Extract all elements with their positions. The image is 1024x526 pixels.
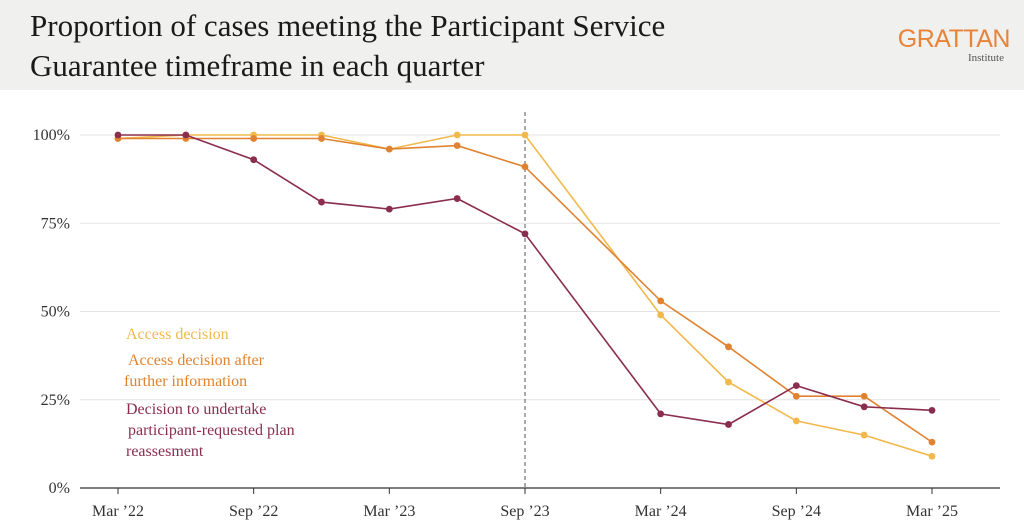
legend-line: participant-requested plan [128,422,295,439]
legend-item-2: Access decision after further information [124,352,265,390]
logo-sub-text: Institute [967,52,1004,64]
series-3-point [385,205,393,213]
series-1-point [521,131,529,139]
series-2-point [385,145,393,153]
legend-line: Access decision [126,326,229,343]
x-tick-label: Sep ’23 [500,503,549,520]
x-tick-label: Sep ’24 [772,503,821,520]
series-3-point [521,230,529,238]
series-2-point [860,392,868,400]
series-2-point [250,135,258,142]
x-axis: Mar ’22 Sep ’22 Mar ’23 Sep ’23 Mar ’24 Sep ’… [80,487,1000,520]
series-1-point [725,378,732,386]
title-line-1: Proportion of cases meeting the Particip… [30,8,666,43]
series-3-point [182,131,190,139]
series-3-point [792,382,800,390]
legend-line: Access decision after [128,352,265,369]
y-tick-label: 0% [49,480,70,497]
series-line-2 [118,137,933,443]
series-3-point [860,403,868,411]
series-1-point [657,311,665,319]
series-3-point [453,195,461,202]
series-group [114,131,936,460]
chart-title: Proportion of cases meeting the Particip… [30,6,850,86]
series-3-point [114,131,122,139]
series-2-point [453,142,461,149]
y-tick-label: 100% [33,127,70,144]
series-2-point [792,392,800,400]
grattan-logo: GRATTAN Institute [880,25,1011,64]
title-line-2: Guarantee timeframe in each quarter [30,48,485,83]
legend-line: Decision to undertake [126,401,266,418]
y-tick-label: 50% [41,304,70,321]
series-3-point [928,406,936,414]
line-chart: 0% 25% 50% 75% 100% Mar ’22 Sep ’22 Mar ’23 Sep… [33,112,1000,520]
series-3-point [657,410,665,418]
x-tick-label: Mar ’23 [363,503,415,520]
series-1-point [453,131,461,139]
x-tick-label: Mar ’24 [635,503,687,520]
series-1-point [928,452,936,460]
series-3-point [318,198,325,206]
series-3-point [725,421,732,428]
logo-main-text: GRATTAN [897,25,1011,53]
y-axis-ticks: 0% 25% 50% 75% 100% [33,127,70,497]
series-1-point [792,417,800,425]
y-tick-label: 75% [41,215,70,232]
legend-item-3: Decision to undertake participant-request… [126,401,295,460]
series-2-point [521,163,529,171]
legend-item-1: Access decision [126,326,229,343]
x-tick-label: Sep ’22 [229,503,278,520]
legend-line: further information [124,373,247,390]
x-tick-label: Mar ’25 [906,503,958,520]
series-2-point [318,135,325,142]
y-tick-label: 25% [41,392,70,409]
header: Proportion of cases meeting the Particip… [0,0,1024,90]
series-line-1 [117,134,933,457]
series-2-point [928,438,936,446]
legend: Access decision Access decision after furt… [124,326,295,460]
legend-line: reassesment [126,443,204,460]
series-2-point [657,297,665,305]
series-line-3 [118,134,933,426]
x-tick-label: Mar ’22 [92,503,144,520]
series-2-point [725,343,732,351]
series-1-point [860,431,868,439]
series-3-point [250,156,258,164]
